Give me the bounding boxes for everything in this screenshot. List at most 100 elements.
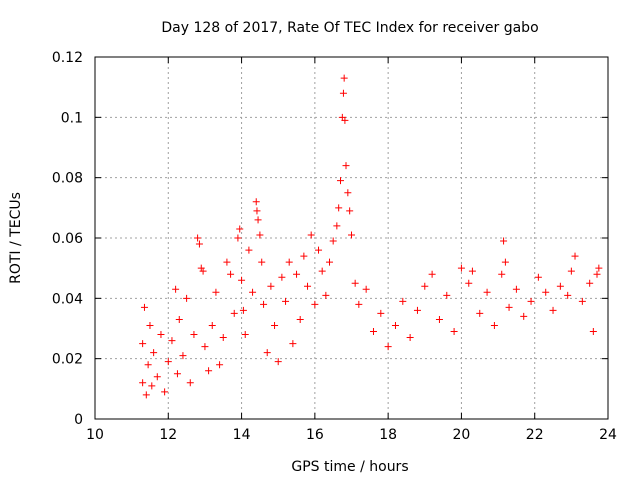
data-point: [505, 303, 513, 311]
data-point: [527, 297, 535, 305]
data-point: [267, 282, 275, 290]
data-point: [219, 334, 227, 342]
data-point: [236, 225, 244, 233]
data-point: [197, 264, 205, 272]
data-point: [274, 358, 282, 366]
data-point: [468, 267, 476, 275]
data-point: [223, 258, 231, 266]
data-point: [413, 306, 421, 314]
data-point: [351, 279, 359, 287]
data-point: [318, 267, 326, 275]
data-point: [578, 297, 586, 305]
data-point: [428, 270, 436, 278]
data-point: [300, 252, 308, 260]
data-point: [342, 162, 350, 170]
data-point: [241, 331, 249, 339]
data-points: [139, 74, 603, 399]
data-point: [212, 288, 220, 296]
data-point: [234, 234, 242, 242]
y-tick-labels: 0 0.02 0.04 0.06 0.08 0.1 0.12: [52, 50, 83, 428]
y-axis-label: ROTI / TECUs: [8, 192, 24, 284]
data-point: [435, 315, 443, 323]
data-point: [311, 300, 319, 308]
data-point: [329, 237, 337, 245]
x-tick-labels: 10 12 14 16 18 20 22 24: [86, 427, 617, 443]
data-point: [245, 246, 253, 254]
data-point: [549, 306, 557, 314]
data-point: [443, 291, 451, 299]
data-point: [161, 388, 169, 396]
x-tick-label: 18: [379, 427, 397, 443]
data-point: [348, 231, 355, 239]
data-point: [564, 291, 572, 299]
data-point: [195, 240, 203, 248]
data-point: [498, 270, 506, 278]
data-point: [289, 340, 297, 348]
x-tick-label: 16: [306, 427, 324, 443]
data-point: [337, 177, 345, 185]
data-point: [593, 270, 601, 278]
data-point: [168, 337, 176, 345]
data-point: [173, 370, 181, 378]
data-point: [227, 270, 235, 278]
data-point: [179, 352, 187, 360]
data-point: [421, 282, 429, 290]
y-tick-label: 0.1: [61, 110, 83, 126]
data-point: [271, 321, 279, 329]
data-point: [534, 273, 542, 281]
data-point: [542, 288, 550, 296]
data-point: [183, 294, 191, 302]
x-tick-label: 22: [526, 427, 544, 443]
data-point: [512, 285, 520, 293]
data-point: [175, 315, 183, 323]
data-point: [315, 246, 323, 254]
data-point: [333, 222, 341, 230]
data-point: [258, 258, 266, 266]
data-point: [293, 270, 301, 278]
data-point: [208, 321, 216, 329]
y-tick-label: 0.06: [52, 231, 83, 247]
data-point: [140, 303, 148, 311]
data-point: [296, 315, 304, 323]
y-tick-label: 0.02: [52, 352, 83, 368]
data-point: [341, 116, 349, 124]
x-tick-label: 20: [453, 427, 471, 443]
data-point: [263, 349, 271, 357]
data-point: [253, 207, 261, 215]
data-point: [139, 340, 147, 348]
data-point: [146, 321, 154, 329]
data-point: [157, 331, 165, 339]
y-tick-label: 0.08: [52, 171, 83, 187]
data-point: [346, 207, 354, 215]
data-point: [500, 237, 508, 245]
data-point: [501, 258, 509, 266]
data-point: [139, 379, 147, 387]
x-tick-label: 14: [233, 427, 251, 443]
data-point: [520, 312, 528, 320]
data-point: [252, 198, 260, 206]
data-point: [256, 231, 264, 239]
data-point: [238, 276, 246, 284]
x-tick-label: 10: [86, 427, 104, 443]
data-point: [377, 309, 385, 317]
data-point: [307, 231, 315, 239]
y-tick-label: 0.04: [52, 291, 83, 307]
data-point: [249, 288, 257, 296]
data-point: [483, 288, 491, 296]
x-axis-label: GPS time / hours: [291, 459, 408, 475]
data-point: [239, 306, 247, 314]
data-point: [304, 282, 312, 290]
data-point: [199, 267, 207, 275]
data-point: [205, 367, 213, 375]
data-point: [344, 189, 352, 197]
data-point: [457, 264, 465, 272]
data-point: [150, 349, 158, 357]
data-point: [278, 273, 286, 281]
data-point: [340, 74, 348, 82]
data-point: [254, 216, 262, 224]
data-point: [586, 279, 594, 287]
data-point: [201, 343, 209, 351]
data-point: [490, 321, 498, 329]
data-point: [384, 343, 392, 351]
